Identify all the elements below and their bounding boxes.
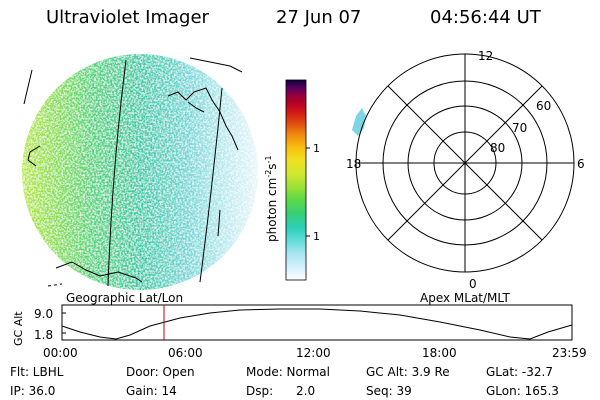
coastline xyxy=(217,209,221,237)
seq-info: Seq: 39 xyxy=(366,384,412,398)
colorbar-tick-label: 100 xyxy=(313,142,320,155)
meridian-line xyxy=(107,59,127,287)
altitude-plot-frame xyxy=(61,304,573,341)
altitude-ylabel: GC Alt xyxy=(12,311,25,346)
altitude-curve xyxy=(61,308,573,340)
altitude-xtick: 00:00 xyxy=(43,346,78,360)
colorbar-tick-label: 10 xyxy=(313,230,320,243)
altitude-ytick: 1.8 xyxy=(34,328,53,342)
instrument-title: Ultraviolet Imager xyxy=(46,7,209,28)
mlat-label-70: 70 xyxy=(512,121,527,135)
time-label: 04:56:44 UT xyxy=(430,7,541,28)
aurora-emission xyxy=(352,108,366,136)
mlat-label-80: 80 xyxy=(490,141,505,155)
mlt-axis-diagonal xyxy=(387,85,543,241)
mlt-label-6: 6 xyxy=(577,157,585,171)
filter-info: Flt: LBHL xyxy=(10,365,64,379)
glon-info: GLon: 165.3 xyxy=(486,384,559,398)
coastline xyxy=(55,261,143,283)
gcalt-info: GC Alt: 3.9 Re xyxy=(366,365,450,379)
altitude-xtick: 06:00 xyxy=(168,346,203,360)
mlt-label-18: 18 xyxy=(346,157,361,171)
altitude-xtick: 23:59 xyxy=(552,346,587,360)
mode-info: Mode: Normal xyxy=(246,365,330,379)
coastline xyxy=(23,69,33,105)
colorbar-gradient xyxy=(285,79,307,281)
door-info: Door: Open xyxy=(126,365,195,379)
polar-caption: Apex MLat/MLT xyxy=(420,291,510,305)
mlat-label-60: 60 xyxy=(536,99,551,113)
gain-info: Gain: 14 xyxy=(126,384,177,398)
coastline xyxy=(189,57,243,73)
date-label: 27 Jun 07 xyxy=(276,7,362,28)
coastline xyxy=(27,145,41,167)
altitude-xtick: 18:00 xyxy=(422,346,457,360)
globe-image xyxy=(22,54,258,290)
dsp-value: 2.0 xyxy=(296,384,316,398)
coastline xyxy=(167,87,239,151)
polar-plot: 12 18 6 0 60 70 80 xyxy=(346,49,585,291)
mlt-label-12: 12 xyxy=(478,49,493,63)
coastline xyxy=(47,283,63,287)
altitude-plot: GC Alt 9.0 1.8 xyxy=(12,304,573,346)
altitude-xtick: 12:00 xyxy=(296,346,331,360)
dsp-info: Dsp: xyxy=(246,384,274,398)
colorbar-label: photon cm-2s-1 xyxy=(264,155,279,242)
altitude-ytick: 9.0 xyxy=(34,307,53,321)
earth-disk xyxy=(22,54,258,290)
coastline xyxy=(187,101,205,113)
glat-info: GLat: -32.7 xyxy=(486,365,553,379)
mlt-label-0: 0 xyxy=(469,277,477,291)
globe-caption: Geographic Lat/Lon xyxy=(66,291,184,305)
colorbar: 100 10 photon cm-2s-1 xyxy=(264,79,320,281)
ip-info: IP: 36.0 xyxy=(10,384,56,398)
